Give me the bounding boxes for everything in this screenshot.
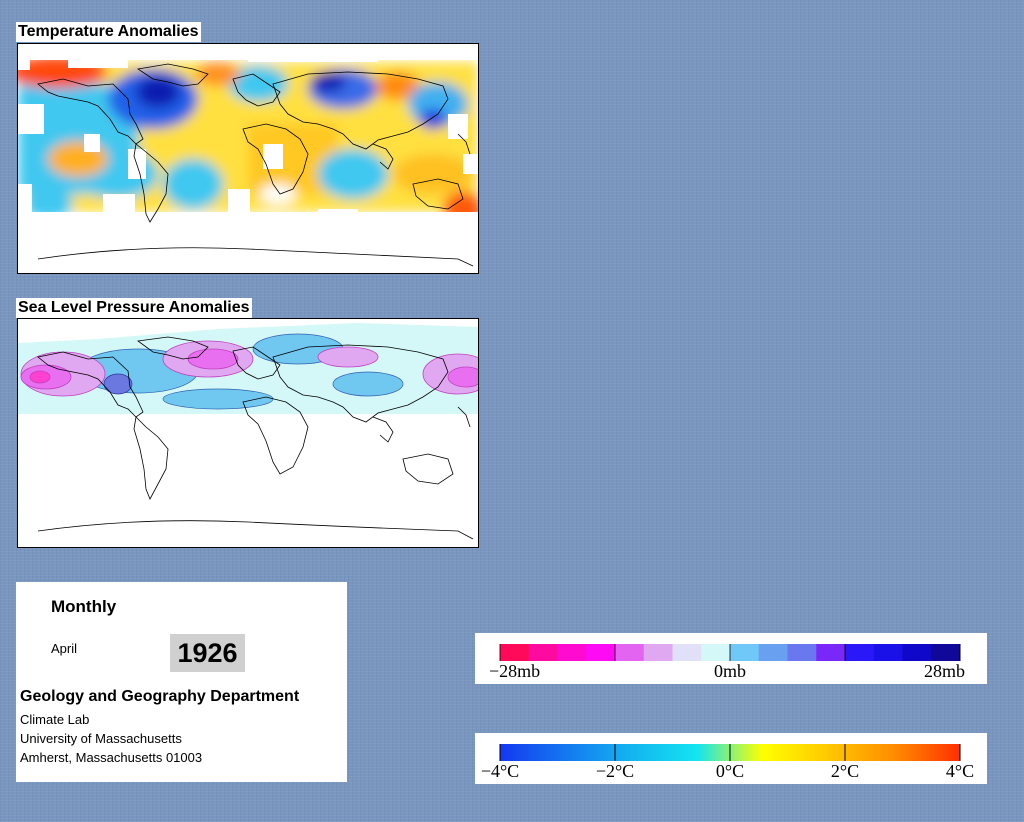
- temperature-label-4: 4°C: [946, 761, 974, 781]
- pressure-swatches: [499, 644, 961, 661]
- pressure-swatch: [758, 644, 788, 661]
- pressure-swatch: [730, 644, 760, 661]
- temperature-map-graphic: [18, 44, 478, 273]
- temperature-label-minus2: −2°C: [596, 761, 634, 781]
- address-label: Amherst, Massachusetts 01003: [20, 750, 203, 765]
- pressure-anomaly-map: [17, 318, 479, 548]
- temperature-label-0: 0°C: [716, 761, 744, 781]
- pressure-label-mid: 0mb: [714, 661, 746, 681]
- info-panel: Monthly April 1926 Geology and Geography…: [16, 582, 347, 782]
- pressure-swatch: [643, 644, 673, 661]
- year-label: 1926: [170, 634, 245, 672]
- pressure-swatch: [816, 644, 846, 661]
- pressure-label-min: −28mb: [489, 661, 540, 681]
- pressure-swatch: [528, 644, 558, 661]
- temperature-colorbar: −4°C −2°C 0°C 2°C 4°C: [481, 744, 974, 781]
- temperature-anomaly-map: [17, 43, 479, 274]
- pressure-swatch: [902, 644, 932, 661]
- temperature-map-title: Temperature Anomalies: [16, 22, 201, 42]
- pressure-label-max: 28mb: [924, 661, 965, 681]
- frequency-label: Monthly: [51, 597, 117, 616]
- pressure-legend: −28mb 0mb 28mb: [475, 633, 987, 684]
- pressure-swatch: [586, 644, 616, 661]
- pressure-map-title: Sea Level Pressure Anomalies: [16, 298, 252, 318]
- pressure-map-graphic: [18, 319, 478, 547]
- pressure-swatch: [500, 644, 530, 661]
- month-label: April: [51, 641, 78, 656]
- department-label: Geology and Geography Department: [20, 688, 300, 705]
- temperature-label-2: 2°C: [831, 761, 859, 781]
- pressure-swatch: [873, 644, 903, 661]
- lab-label: Climate Lab: [20, 712, 90, 727]
- pressure-swatch: [672, 644, 702, 661]
- pressure-swatch: [701, 644, 731, 661]
- pressure-swatch: [557, 644, 587, 661]
- temperature-ticks: [499, 744, 961, 761]
- pressure-swatch: [615, 644, 645, 661]
- pressure-swatch: [845, 644, 875, 661]
- temperature-label-minus4: −4°C: [481, 761, 519, 781]
- temperature-legend: −4°C −2°C 0°C 2°C 4°C: [475, 733, 987, 784]
- university-label: University of Massachusetts: [20, 731, 182, 746]
- pressure-swatch: [931, 644, 961, 661]
- pressure-swatch: [787, 644, 817, 661]
- pressure-colorbar: −28mb 0mb 28mb: [489, 644, 965, 681]
